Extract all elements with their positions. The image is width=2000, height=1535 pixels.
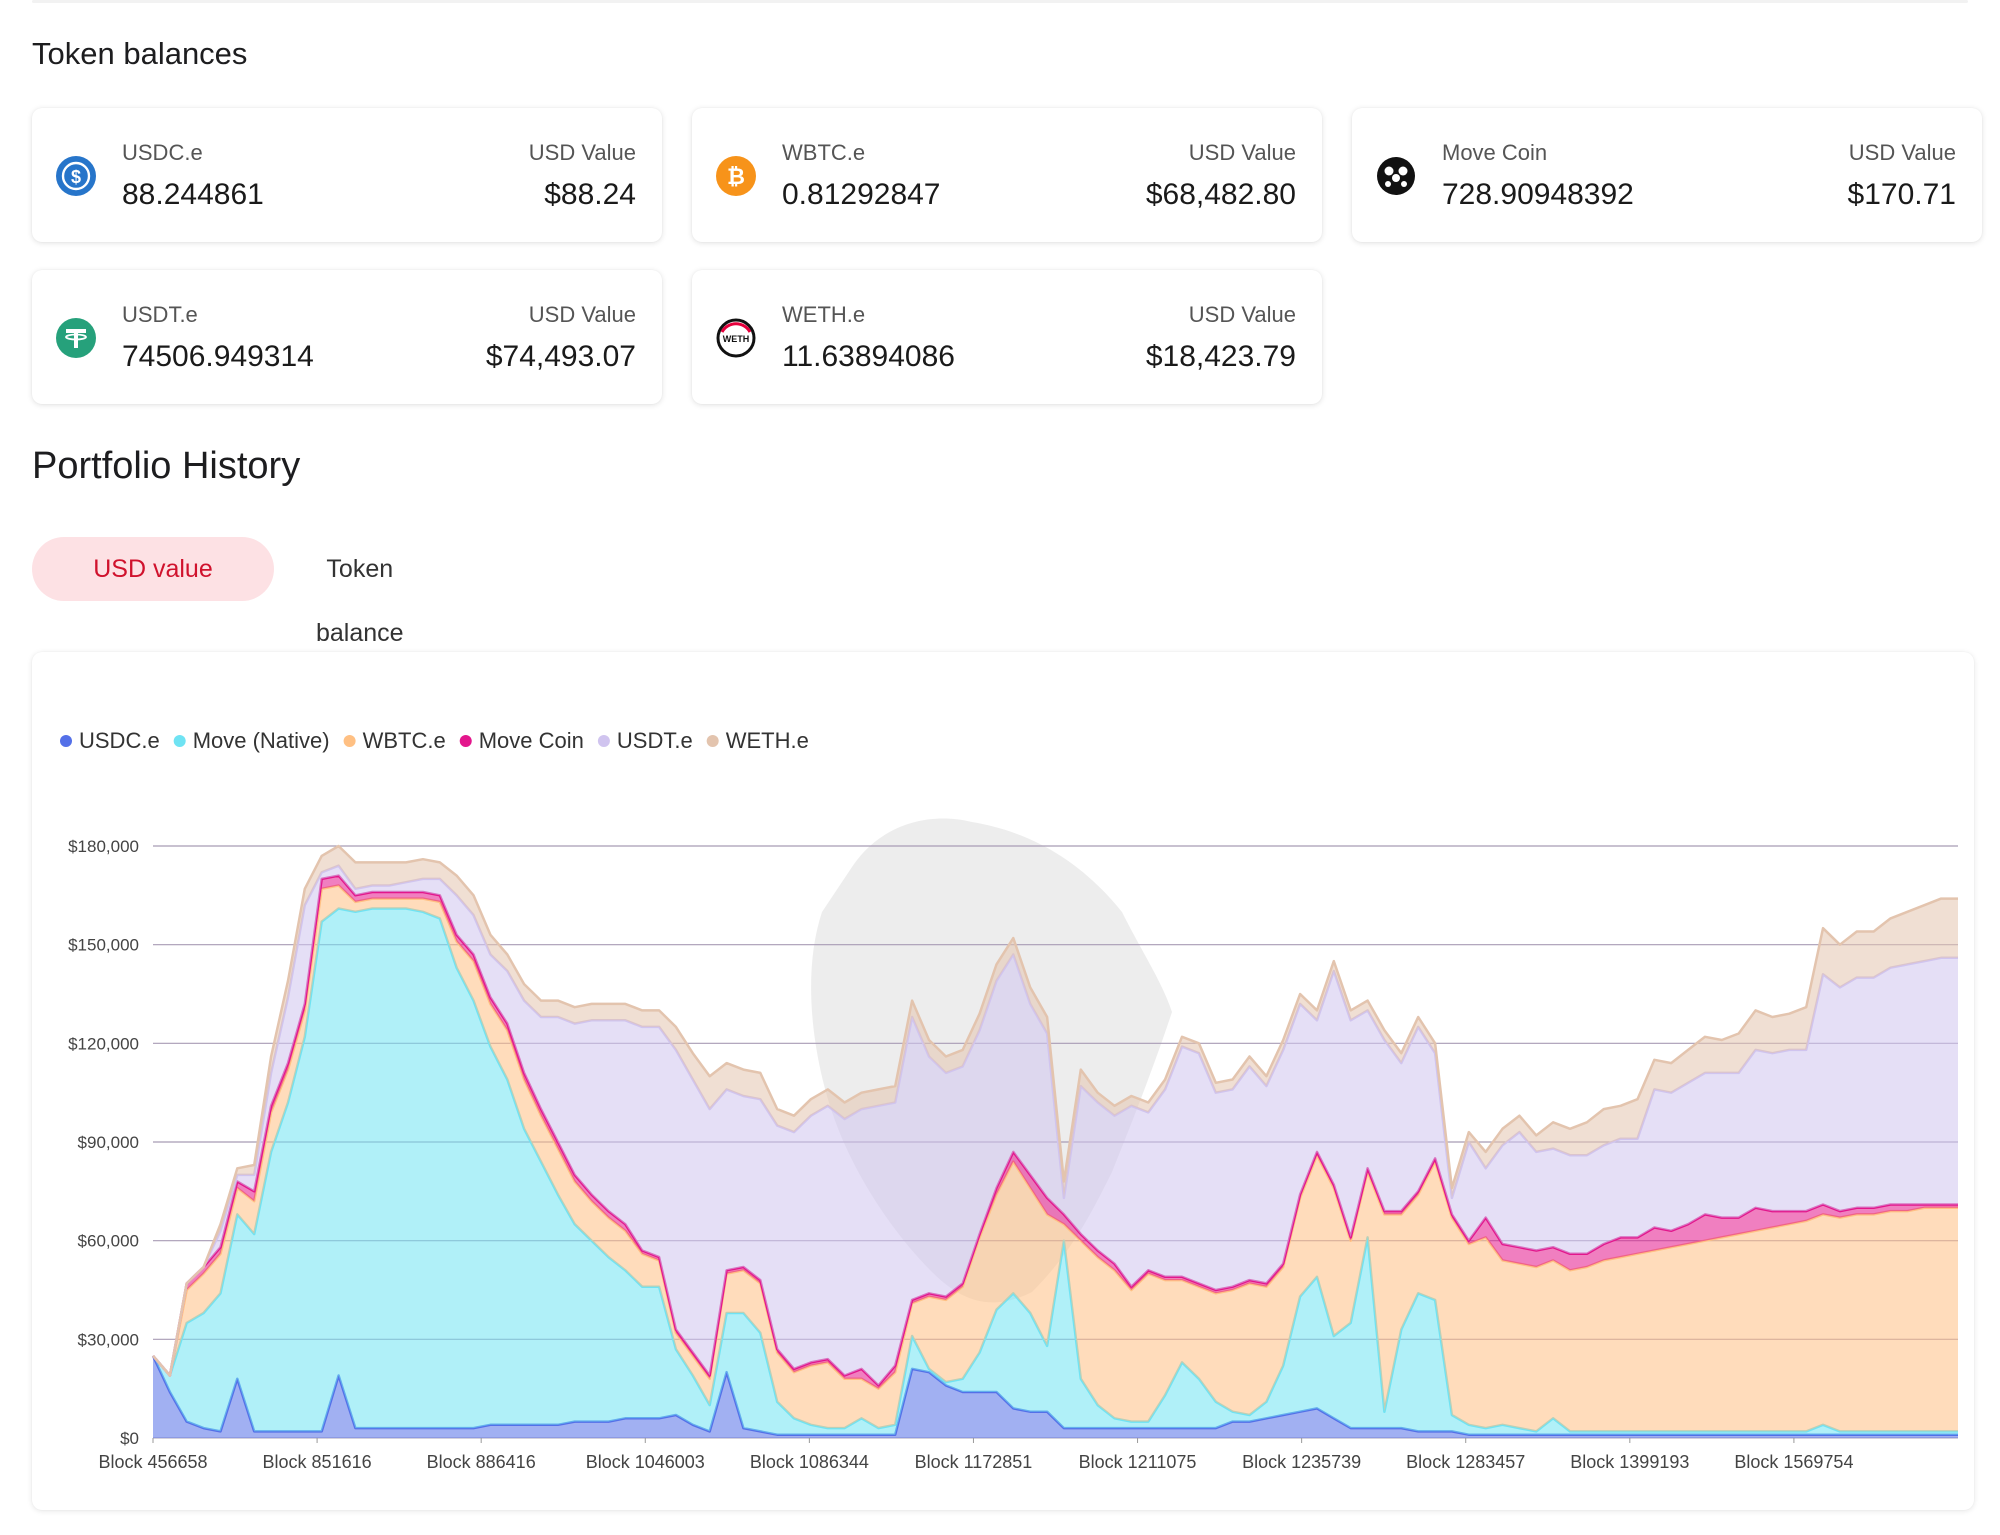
x-axis: Block 456658 Block 851616 Block 886416 Bloc…	[98, 1438, 1853, 1472]
y-tick-label: $180,000	[68, 837, 139, 856]
token-amount: 88.244861	[122, 178, 264, 211]
token-card-move-coin[interactable]: Move Coin 728.90948392 USD Value $170.71	[1352, 108, 1982, 242]
token-card-weth[interactable]: WETH WETH.e 11.63894086 USD Value $18,42…	[692, 270, 1322, 404]
token-card-usdc[interactable]: $ USDC.e 88.244861 USD Value $88.24	[32, 108, 662, 242]
legend-swatch	[343, 735, 356, 747]
usd-value-label: USD Value	[528, 140, 636, 165]
legend-label: USDT.e	[617, 728, 693, 753]
area-move-coin	[153, 875, 1958, 1389]
token-name: USDT.e	[122, 302, 198, 327]
legend-swatch	[706, 735, 719, 747]
area-wbtc-e	[153, 885, 1958, 1432]
x-tick-label: Block 1399193	[1570, 1452, 1689, 1472]
token-amount: 0.81292847	[782, 178, 941, 211]
x-tick-label: Block 1046003	[586, 1452, 705, 1472]
top-divider	[32, 0, 1968, 3]
token-amount: 74506.949314	[122, 340, 314, 373]
line-weth-e	[152, 844, 1958, 1377]
usd-value: $68,482.80	[1145, 178, 1296, 211]
svg-text:₿: ₿	[727, 164, 745, 189]
y-tick-label: $150,000	[68, 936, 139, 955]
chart-areas	[151, 844, 1958, 1438]
token-card-usdt[interactable]: USDT.e 74506.949314 USD Value $74,493.07	[32, 270, 662, 404]
tab-usd-value[interactable]: USD value	[32, 537, 274, 601]
legend-label: WETH.e	[726, 728, 809, 753]
portfolio-history-title: Portfolio History	[32, 445, 301, 487]
weth-icon: WETH	[716, 318, 756, 358]
legend-swatch	[597, 735, 610, 747]
svg-text:WETH: WETH	[723, 334, 750, 344]
usd-value-label: USD Value	[1188, 302, 1296, 327]
bitcoin-icon: ₿	[716, 156, 756, 196]
legend-item-usdt-e[interactable]: USDT.e	[597, 728, 693, 753]
chart-legend: USDC.e Move (Native) WBTC.e Move Coin USDT.e…	[60, 728, 809, 753]
legend-item-weth-e[interactable]: WETH.e	[706, 728, 809, 753]
portfolio-chart[interactable]: $0 $30,000 $60,000 $90,000 $120,000 $150,000 $…	[32, 652, 1974, 1510]
tab-token-balance[interactable]: Token balance	[316, 537, 404, 647]
token-name: USDC.e	[122, 140, 203, 165]
legend-item-move-coin[interactable]: Move Coin	[459, 728, 584, 753]
x-tick-label: Block 1235739	[1242, 1452, 1361, 1472]
y-tick-label: $0	[120, 1429, 139, 1448]
x-tick-label: Block 851616	[263, 1452, 372, 1472]
x-tick-label: Block 1569754	[1734, 1452, 1853, 1472]
y-axis: $0 $30,000 $60,000 $90,000 $120,000 $150,000 $…	[68, 837, 139, 1448]
token-card-wbtc[interactable]: ₿ WBTC.e 0.81292847 USD Value $68,482.80	[692, 108, 1322, 242]
token-amount: 11.63894086	[782, 340, 955, 373]
x-tick-label: Block 1211075	[1079, 1452, 1197, 1472]
token-balances-title: Token balances	[32, 36, 248, 71]
usd-value: $88.24	[544, 178, 636, 211]
usd-value-label: USD Value	[1188, 140, 1296, 165]
usd-value-label: USD Value	[528, 302, 636, 327]
move-coin-icon	[1377, 157, 1415, 195]
token-name: WETH.e	[782, 302, 866, 327]
legend-label: WBTC.e	[363, 728, 446, 753]
usdc-icon: $	[56, 156, 96, 196]
area-move-native-	[153, 908, 1958, 1435]
token-name: WBTC.e	[782, 140, 866, 165]
legend-item-wbtc-e[interactable]: WBTC.e	[343, 728, 446, 753]
legend-swatch	[173, 735, 186, 747]
x-tick-label: Block 1086344	[750, 1452, 869, 1472]
svg-text:$: $	[71, 167, 81, 187]
token-amount: 728.90948392	[1442, 178, 1634, 211]
usd-value: $18,423.79	[1145, 340, 1296, 373]
legend-item-move-native-[interactable]: Move (Native)	[173, 728, 330, 753]
legend-item-usdc-e[interactable]: USDC.e	[60, 728, 160, 753]
tether-icon	[56, 318, 96, 358]
x-tick-label: Block 886416	[427, 1452, 536, 1472]
y-tick-label: $30,000	[78, 1330, 139, 1349]
legend-swatch	[60, 735, 72, 747]
legend-label: Move (Native)	[193, 728, 330, 753]
x-tick-label: Block 1172851	[915, 1452, 1033, 1472]
legend-swatch	[459, 735, 472, 747]
usd-value: $74,493.07	[485, 340, 636, 373]
x-tick-label: Block 456658	[98, 1452, 207, 1472]
legend-label: USDC.e	[79, 728, 160, 753]
usd-value: $170.71	[1847, 178, 1956, 211]
token-name: Move Coin	[1442, 140, 1548, 165]
portfolio-chart-card: $0 $30,000 $60,000 $90,000 $120,000 $150,000 $…	[32, 652, 1974, 1510]
usd-value-label: USD Value	[1848, 140, 1956, 165]
y-tick-label: $90,000	[78, 1133, 139, 1152]
x-tick-label: Block 1283457	[1406, 1452, 1525, 1472]
y-tick-label: $120,000	[68, 1034, 139, 1053]
y-tick-label: $60,000	[78, 1232, 139, 1251]
legend-label: Move Coin	[479, 728, 584, 753]
